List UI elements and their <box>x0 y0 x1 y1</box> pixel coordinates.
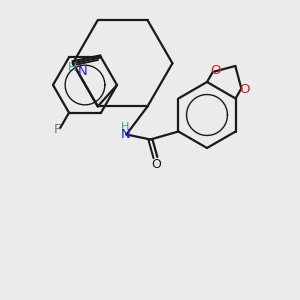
Text: O: O <box>239 83 250 96</box>
Text: O: O <box>211 64 221 77</box>
Text: H: H <box>121 122 130 131</box>
Text: O: O <box>152 158 161 171</box>
Text: N: N <box>78 65 87 78</box>
Text: F: F <box>54 123 62 136</box>
Text: N: N <box>121 128 130 141</box>
Text: H: H <box>68 61 77 74</box>
